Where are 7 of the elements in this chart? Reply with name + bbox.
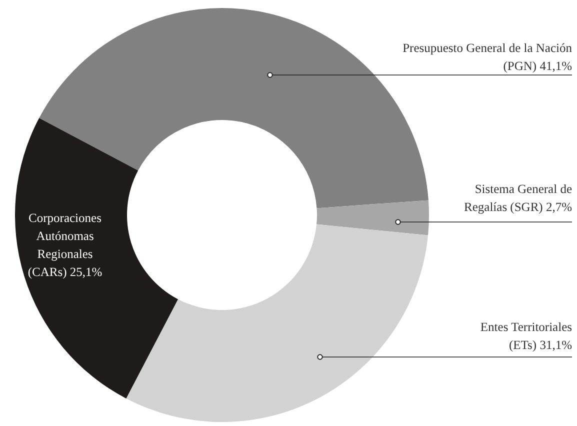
slice-label: Sistema General de Regalías (SGR) 2,7% [464, 182, 572, 214]
slice-label: Entes Territoriales (ETs) 31,1% [480, 320, 572, 352]
donut-slice [126, 224, 428, 422]
slice-label: Presupuesto General de la Nación (PGN) 41,1% [402, 41, 573, 73]
slice-label: Corporaciones Autónomas Regionales (CARs) 25,1% [28, 211, 102, 279]
donut-slice [316, 200, 429, 236]
donut-slice [15, 118, 178, 398]
